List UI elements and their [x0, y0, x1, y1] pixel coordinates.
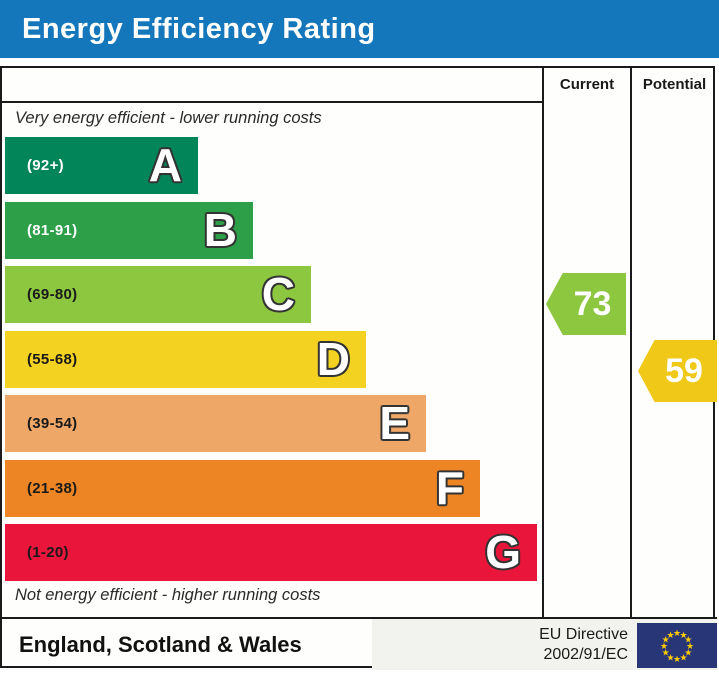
- svg-text:★: ★: [673, 629, 681, 639]
- band-c: (69-80) C: [5, 266, 311, 323]
- band-a-letter: A: [148, 139, 182, 191]
- band-f-range: (21-38): [27, 480, 78, 497]
- band-c-letter: C: [261, 268, 295, 320]
- svg-text:★: ★: [662, 649, 670, 659]
- band-b-letter: B: [203, 204, 237, 256]
- band-c-range: (69-80): [27, 286, 78, 303]
- band-d-range: (55-68): [27, 351, 78, 368]
- caption-very-efficient: Very energy efficient - lower running co…: [15, 109, 322, 127]
- current-column-divider: [542, 68, 544, 617]
- svg-text:★: ★: [686, 642, 694, 652]
- band-e-letter: E: [379, 397, 410, 449]
- band-e-range: (39-54): [27, 415, 78, 432]
- eu-directive-line2: 2002/91/EC: [543, 646, 628, 663]
- band-d: (55-68) D: [5, 331, 366, 388]
- footer-region-label: England, Scotland & Wales: [19, 631, 302, 657]
- band-e: (39-54) E: [5, 395, 426, 452]
- current-rating-value: 73: [573, 284, 612, 323]
- eu-directive-line1: EU Directive: [539, 626, 628, 643]
- svg-text:★: ★: [662, 636, 670, 646]
- band-b: (81-91) B: [5, 202, 253, 259]
- svg-text:★: ★: [679, 631, 687, 641]
- band-g-letter: G: [485, 526, 521, 578]
- svg-text:★: ★: [660, 642, 668, 652]
- current-column-header: Current: [559, 76, 615, 93]
- footer-divider: [2, 617, 717, 619]
- header-underline: [2, 101, 542, 103]
- svg-text:★: ★: [666, 654, 674, 664]
- band-d-letter: D: [316, 333, 350, 385]
- band-a: (92+) A: [5, 137, 198, 194]
- caption-not-efficient: Not energy efficient - higher running co…: [15, 586, 321, 604]
- svg-text:★: ★: [684, 649, 692, 659]
- svg-text:★: ★: [684, 636, 692, 646]
- current-rating-pointer: 73: [546, 273, 626, 335]
- potential-rating-value: 59: [665, 351, 703, 390]
- page-title: Energy Efficiency Rating: [22, 12, 376, 45]
- potential-column-header: Potential: [642, 76, 707, 93]
- svg-text:★: ★: [673, 655, 681, 665]
- title-bar: Energy Efficiency Rating: [0, 0, 719, 58]
- band-g: (1-20) G: [5, 524, 537, 581]
- svg-text:★: ★: [666, 631, 674, 641]
- potential-rating-pointer: 59: [638, 340, 717, 402]
- potential-column-divider: [630, 68, 632, 617]
- band-a-range: (92+): [27, 157, 64, 174]
- eu-directive-label: EU Directive 2002/91/EC: [432, 625, 628, 665]
- eu-flag-icon: ★ ★ ★ ★ ★ ★ ★ ★ ★ ★ ★ ★: [637, 623, 717, 668]
- band-f-letter: F: [435, 462, 464, 514]
- band-g-range: (1-20): [27, 544, 69, 561]
- band-b-range: (81-91): [27, 222, 78, 239]
- chart-table: Current Potential Very energy efficient …: [0, 66, 717, 670]
- svg-text:★: ★: [679, 654, 687, 664]
- band-f: (21-38) F: [5, 460, 480, 517]
